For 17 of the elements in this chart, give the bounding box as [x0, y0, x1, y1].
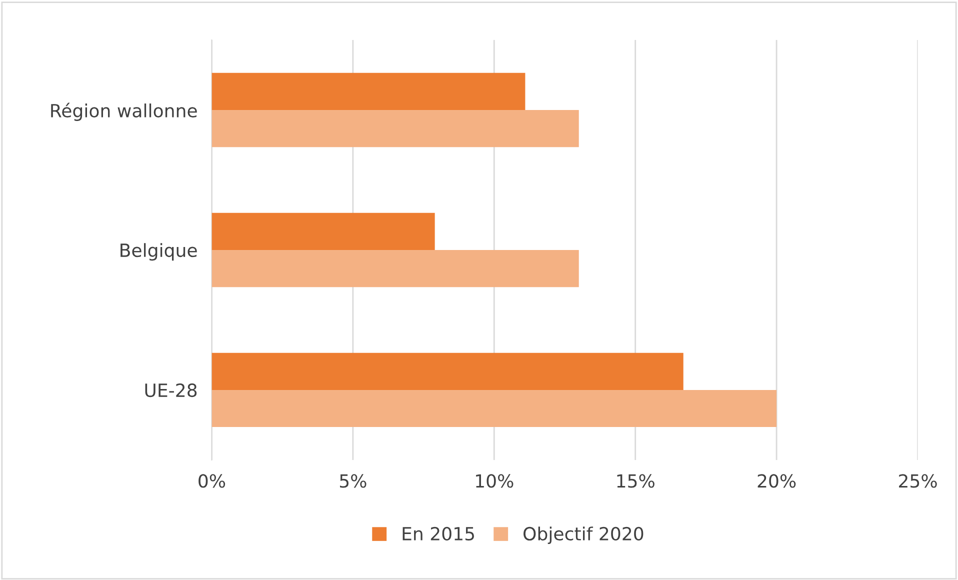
bar — [212, 250, 579, 288]
y-tick-label: Belgique — [120, 243, 197, 261]
legend-label: Objectif 2020 — [524, 526, 644, 544]
x-tick-label: 0% — [198, 474, 226, 488]
x-tick-label: 25% — [899, 474, 937, 488]
bar — [212, 390, 777, 428]
bar — [212, 352, 684, 390]
x-tick-label: 5% — [340, 474, 366, 488]
x-tick-label: 20% — [758, 474, 796, 488]
y-tick-label: Région wallonne — [51, 102, 197, 121]
bar — [212, 110, 579, 148]
x-tick-label: 15% — [617, 474, 654, 488]
x-tick-label: 10% — [476, 474, 514, 488]
legend-label: En 2015 — [402, 526, 474, 541]
bar — [212, 72, 526, 110]
y-tick-label: UE-28 — [145, 383, 197, 398]
bar — [212, 212, 435, 250]
